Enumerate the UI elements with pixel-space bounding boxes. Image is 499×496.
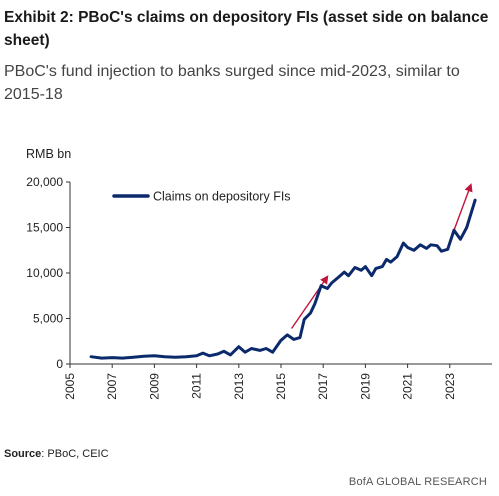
- chart-title: Exhibit 2: PBoC's claims on depository F…: [4, 9, 489, 49]
- source-text: : PBoC, CEIC: [41, 448, 109, 460]
- x-tick-label: 2013: [232, 373, 246, 400]
- y-tick-label: 20,000: [26, 175, 63, 189]
- chart-subtitle: PBoC's fund injection to banks surged si…: [4, 63, 460, 103]
- y-tick-label: 10,000: [26, 266, 63, 280]
- line-chart: 0 5,000 10,000 15,000 20,000 RMB bn 2005 2007 20…: [26, 147, 492, 400]
- source-label: Source: [4, 448, 42, 460]
- x-tick-label: 2019: [358, 373, 372, 400]
- x-tick-label: 2009: [147, 373, 161, 400]
- x-tick-label: 2015: [274, 373, 288, 400]
- x-tick-label: 2017: [316, 373, 330, 400]
- y-tick-label: 5,000: [33, 312, 63, 326]
- source-note: Source: PBoC, CEIC: [4, 448, 109, 460]
- x-tick-label: 2011: [190, 373, 204, 399]
- x-tick-label: 2005: [63, 373, 77, 400]
- trend-arrow: [453, 183, 473, 231]
- brand-label: BofA GLOBAL RESEARCH: [348, 476, 487, 488]
- x-tick-label: 2023: [443, 373, 457, 400]
- y-axis-label: RMB bn: [26, 147, 71, 161]
- series-line: [89, 198, 477, 360]
- trend-arrow: [290, 275, 329, 329]
- x-tick-label: 2007: [105, 373, 119, 400]
- y-tick-label: 0: [56, 357, 63, 371]
- y-tick-label: 15,000: [26, 221, 63, 235]
- x-tick-label: 2021: [401, 373, 415, 400]
- legend-label: Claims on depository FIs: [153, 190, 291, 204]
